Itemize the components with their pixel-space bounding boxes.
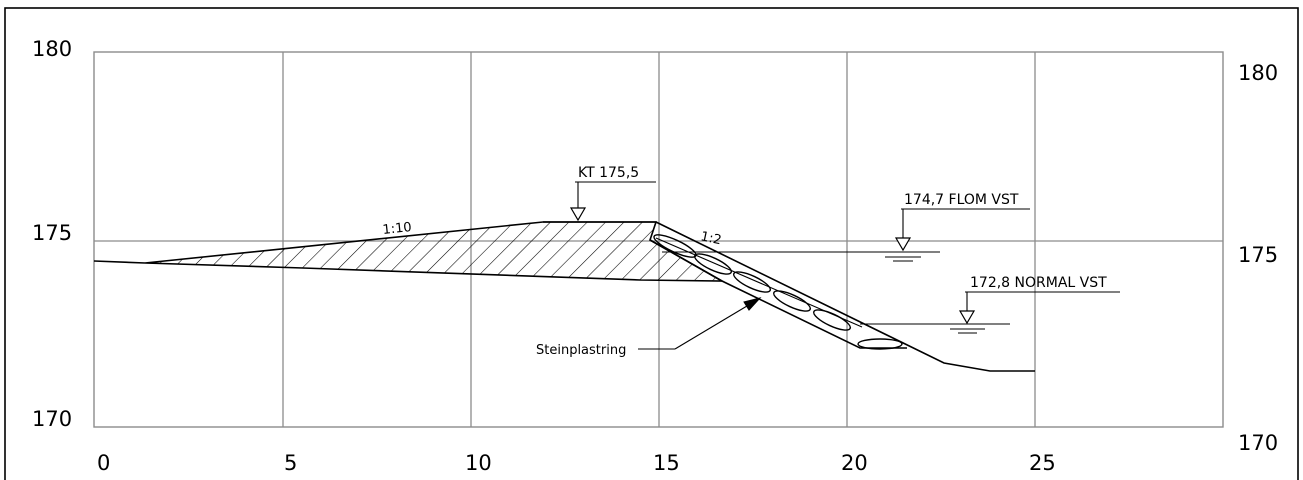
right-y-label-175: 175 — [1238, 243, 1278, 267]
crest-level-marker: KT 175,5 — [569, 165, 656, 222]
left-y-label-175: 175 — [32, 221, 72, 245]
riprap-inner-line — [649, 239, 907, 349]
crest-triangle-icon — [569, 207, 587, 222]
riprap-arrow-icon — [743, 297, 762, 311]
riprap-stones — [653, 234, 903, 350]
sheet-frame — [4, 7, 1299, 480]
downstream-slope — [655, 221, 1035, 372]
riprap-stone — [653, 234, 697, 258]
dam-fill-hatched — [144, 221, 726, 282]
riprap-callout: Steinplastring — [536, 297, 762, 358]
x-label-10: 10 — [465, 451, 492, 475]
riprap-leader-diagonal — [674, 302, 753, 350]
riprap-stone — [732, 271, 772, 293]
x-label-15: 15 — [653, 451, 680, 475]
riprap-stone — [772, 290, 812, 312]
right-y-label-180: 180 — [1238, 61, 1278, 85]
right-y-label-170: 170 — [1238, 431, 1278, 455]
riprap-label: Steinplastring — [536, 343, 626, 358]
crest-level-label: KT 175,5 — [578, 165, 639, 181]
flood-level-marker: 174,7 FLOM VST — [662, 192, 1030, 262]
normal-level-label: 172,8 NORMAL VST — [970, 275, 1107, 291]
riprap-stone — [693, 253, 733, 275]
x-label-20: 20 — [841, 451, 868, 475]
normal-level-marker: 172,8 NORMAL VST — [860, 275, 1120, 334]
riprap-stone — [812, 309, 852, 331]
slope-label-upstream: 1:10 — [382, 220, 413, 238]
riprap-stone — [857, 338, 903, 350]
x-label-0: 0 — [97, 451, 110, 475]
x-label-5: 5 — [284, 451, 297, 475]
left-y-label-180: 180 — [32, 37, 72, 61]
flood-triangle-icon — [894, 237, 912, 252]
slope-label-downstream: 1:2 — [699, 229, 723, 248]
terrain-left — [93, 260, 146, 264]
left-y-label-170: 170 — [32, 407, 72, 431]
normal-triangle-icon — [958, 310, 976, 325]
flood-level-label: 174,7 FLOM VST — [904, 192, 1019, 208]
x-label-25: 25 — [1029, 451, 1056, 475]
